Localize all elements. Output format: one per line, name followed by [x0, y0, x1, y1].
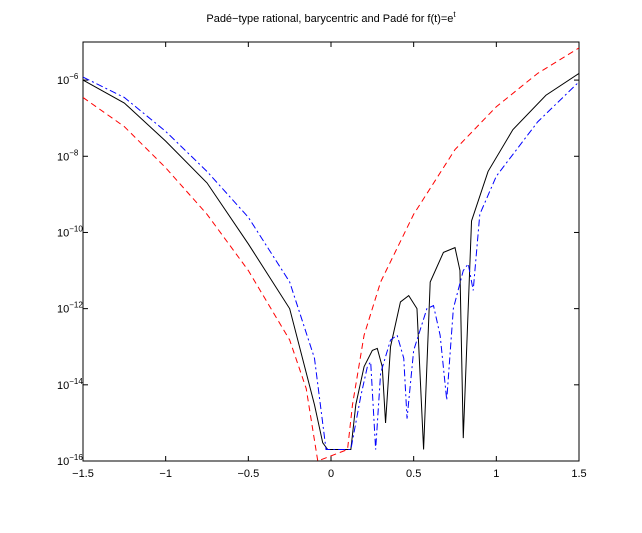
x-tick-label: −1.5 [72, 468, 94, 480]
y-tick-exponent: −6 [69, 72, 79, 81]
y-tick-label: 10−12 [57, 301, 83, 316]
y-tick-label: 10−6 [57, 72, 79, 87]
plot-box [82, 41, 580, 462]
y-tick-base: 10 [57, 227, 69, 239]
y-tick-base: 10 [57, 75, 69, 87]
y-tick-exponent: −14 [69, 377, 83, 386]
y-tick-label: 10−16 [57, 453, 83, 468]
y-tick-base: 10 [57, 304, 69, 316]
series-line [83, 47, 579, 461]
y-tick-base: 10 [57, 151, 69, 163]
title-superscript: t [453, 10, 456, 19]
y-tick-label: 10−8 [57, 148, 79, 163]
plot-area [83, 47, 579, 461]
chart-title: Padé−type rational, barycentric and Padé… [206, 10, 456, 25]
title-text: Padé−type rational, barycentric and Padé… [206, 13, 453, 25]
y-tick-label: 10−14 [57, 377, 83, 392]
x-tick-label: 1 [493, 468, 499, 480]
y-tick-exponent: −10 [69, 224, 83, 233]
series-line [83, 72, 579, 451]
y-tick-base: 10 [57, 380, 69, 392]
series-line [83, 76, 579, 451]
x-tick-label: −1 [159, 468, 172, 480]
y-tick-label: 10−10 [57, 224, 83, 239]
x-tick-label: 0.5 [406, 468, 421, 480]
y-tick-base: 10 [57, 456, 69, 468]
y-tick-exponent: −16 [69, 453, 83, 462]
x-tick-label: 1.5 [571, 468, 586, 480]
y-tick-exponent: −12 [69, 301, 83, 310]
x-tick-label: −0.5 [237, 468, 259, 480]
y-tick-exponent: −8 [69, 148, 79, 157]
x-tick-label: 0 [328, 468, 334, 480]
